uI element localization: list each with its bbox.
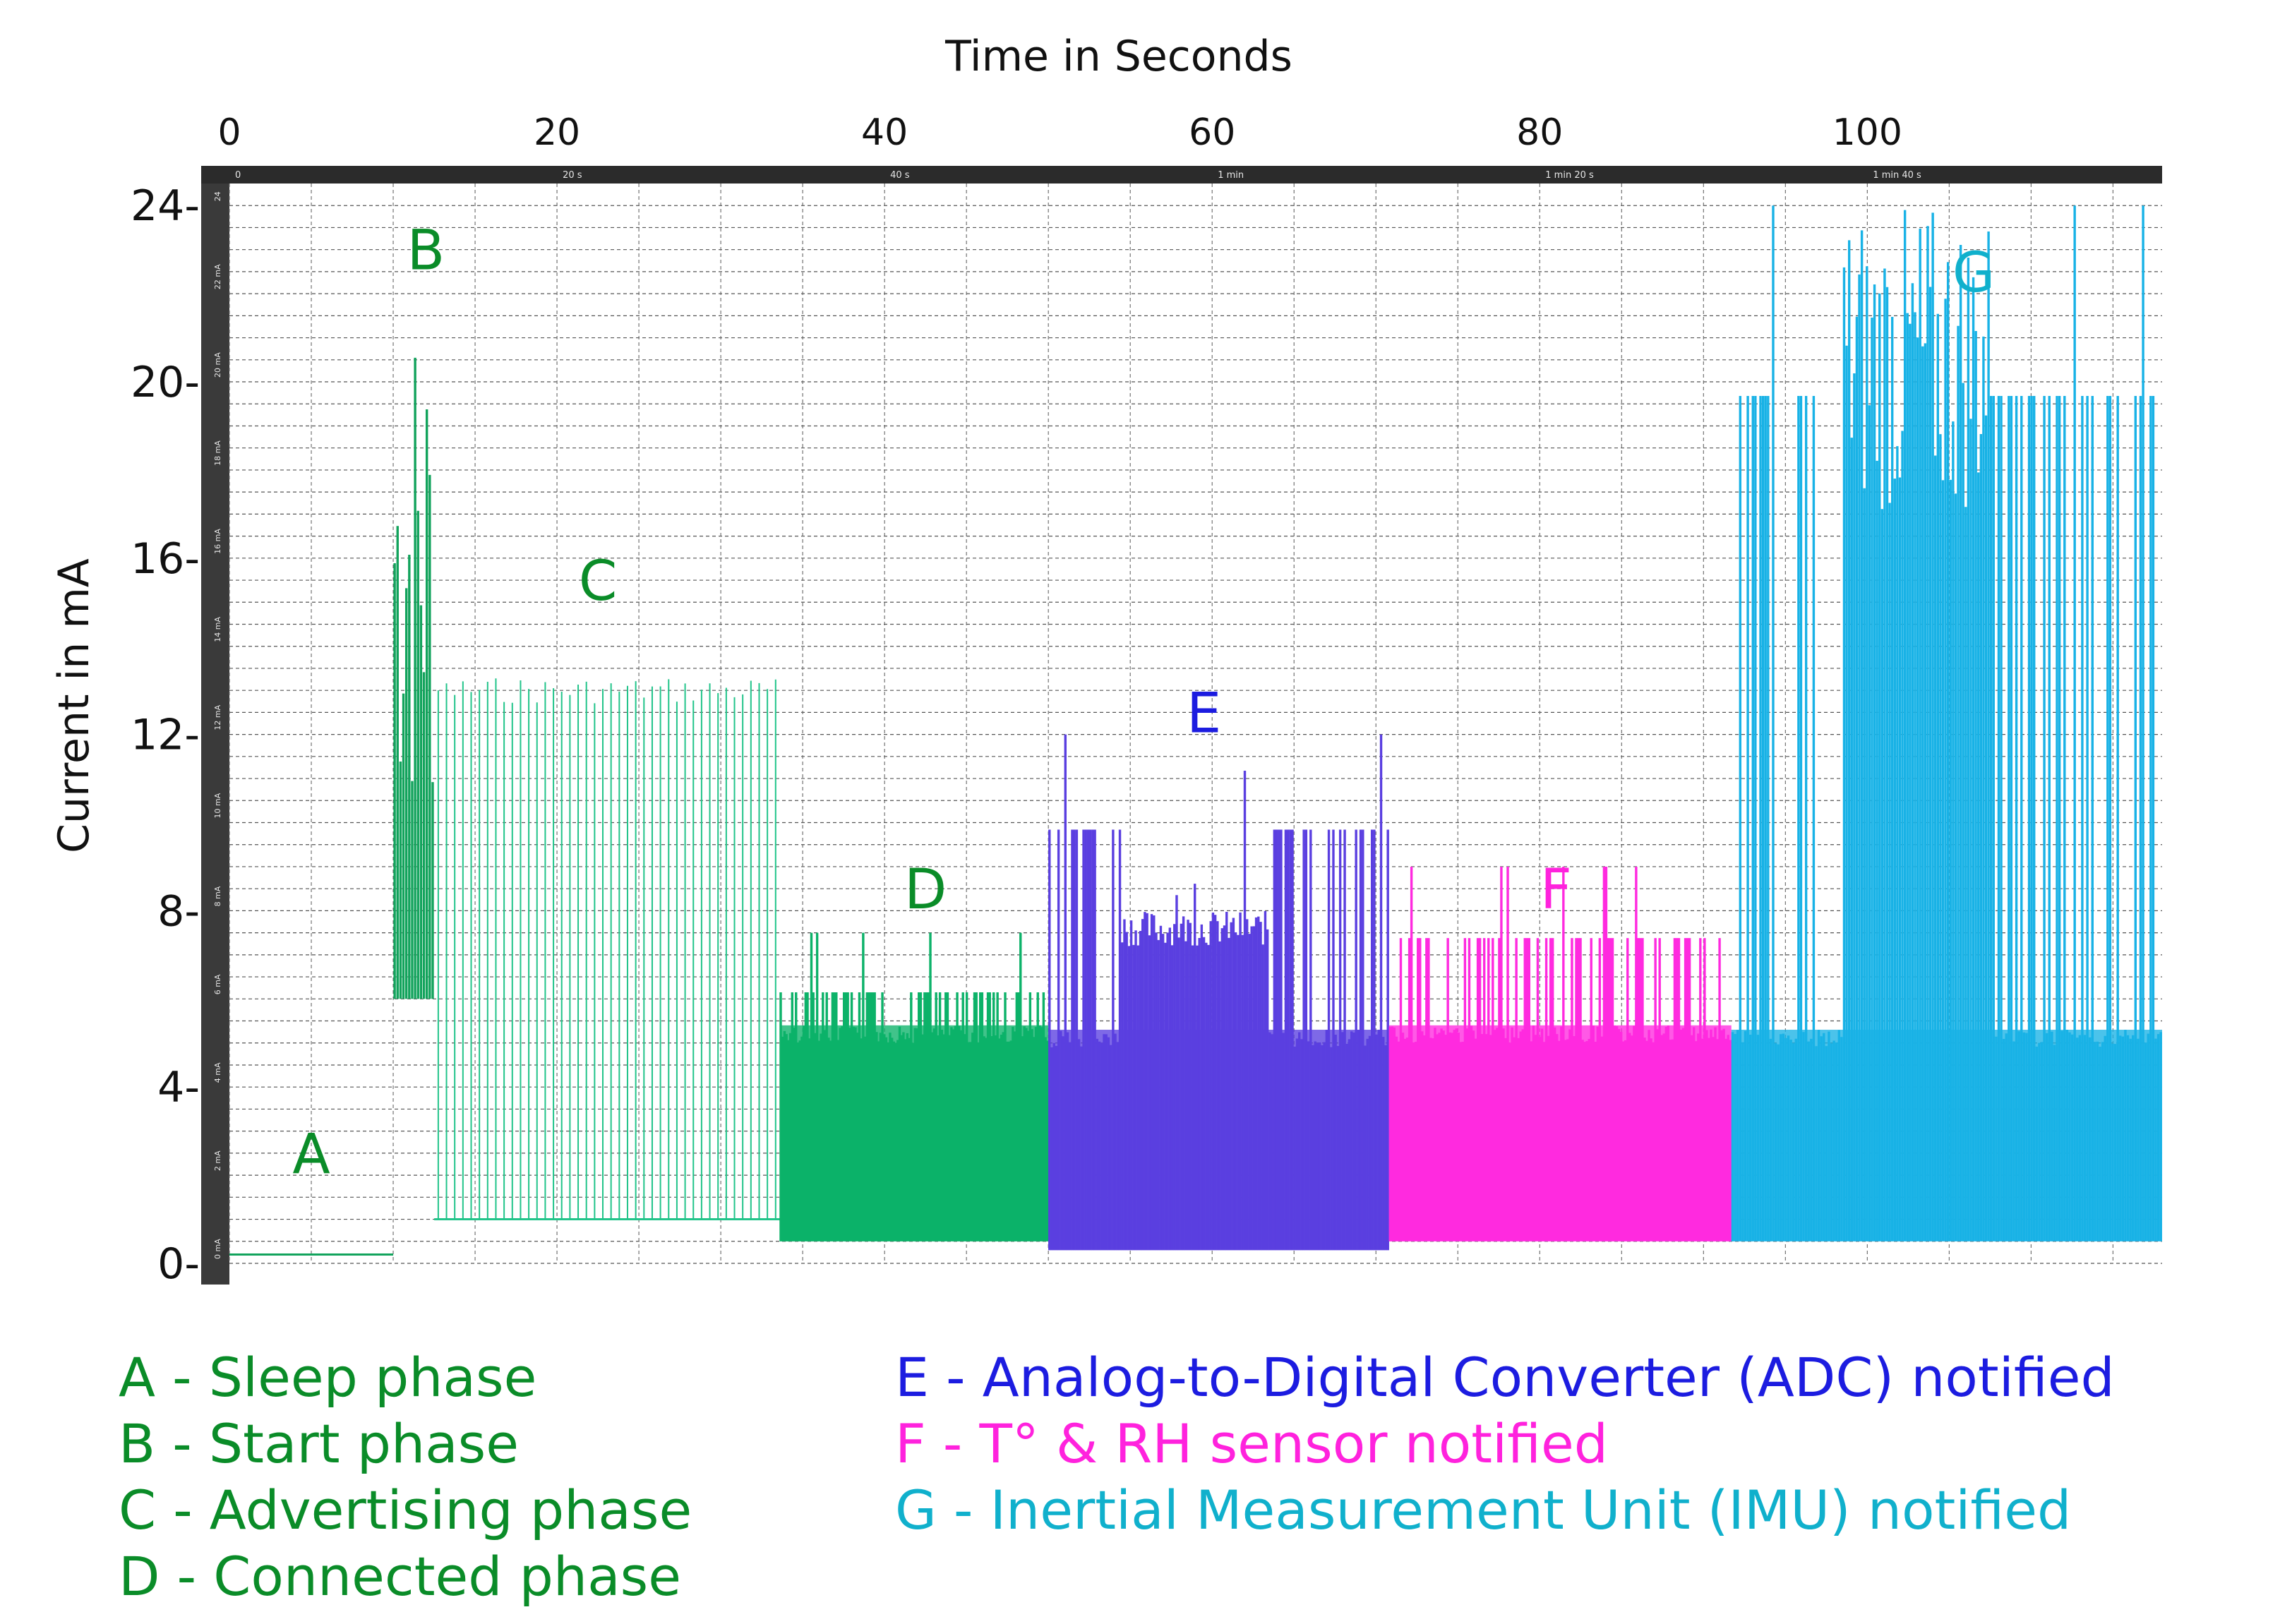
x-tick-label: 40 — [861, 112, 908, 154]
recorder-time-label: 1 min 20 s — [1545, 170, 1594, 181]
trace-D — [779, 932, 1049, 1241]
trace-body — [1048, 1030, 1389, 1251]
recorder-current-label: 16 mA — [213, 529, 222, 554]
legend-entry: G - Inertial Measurement Unit (IMU) noti… — [895, 1479, 2072, 1541]
y-tick-label: 24- — [131, 181, 200, 231]
phase-label-D: D — [904, 858, 947, 922]
x-tick-label: 20 — [534, 112, 580, 154]
legend-entry: F - T° & RH sensor notified — [895, 1412, 1609, 1475]
recorder-current-label: 22 mA — [213, 264, 222, 289]
trace-G — [1731, 205, 2162, 1241]
recorder-current-ruler — [201, 184, 229, 1285]
phase-label-F: F — [1540, 858, 1572, 922]
y-tick-label: 8- — [157, 886, 200, 936]
recorder-time-label: 40 s — [890, 170, 910, 181]
legend-right: E - Analog-to-Digital Converter (ADC) no… — [895, 1345, 2115, 1544]
y-tick-labels: 0- 4- 8- 12- 16- 20- 24- — [131, 181, 200, 1289]
recorder-current-label: 4 mA — [213, 1062, 222, 1083]
recorder-time-label: 1 min — [1218, 170, 1244, 181]
x-tick-label: 80 — [1516, 112, 1563, 154]
y-tick-label: 16- — [131, 534, 200, 584]
legend-entry: B - Start phase — [119, 1412, 520, 1475]
trace-B — [393, 357, 434, 999]
phase-label-A: A — [292, 1123, 330, 1186]
phase-label-E: E — [1187, 682, 1221, 745]
recorder-time-label: 20 s — [563, 170, 582, 181]
legend-entry: E - Analog-to-Digital Converter (ADC) no… — [895, 1346, 2115, 1409]
trace-body — [779, 1025, 1049, 1241]
x-tick-label: 60 — [1189, 112, 1235, 154]
recorder-time-label: 1 min 40 s — [1873, 170, 1921, 181]
recorder-current-label: 10 mA — [213, 793, 222, 818]
x-tick-label: 0 — [217, 112, 241, 154]
recorder-current-label: 18 mA — [213, 440, 222, 466]
recorder-time-labels: 0 20 s 40 s 1 min 1 min 20 s 1 min 40 s — [235, 170, 1921, 181]
y-tick-label: 4- — [157, 1063, 200, 1112]
recorder-time-label: 0 — [235, 170, 241, 181]
legend-left: A - Sleep phase B - Start phase C - Advert… — [119, 1345, 692, 1610]
trace-F — [1388, 866, 1732, 1241]
recorder-time-ruler — [201, 166, 2162, 184]
recorder-current-label: 0 mA — [213, 1239, 222, 1259]
recorder-current-label: 24 — [213, 191, 222, 201]
recorder-current-labels: 0 mA 2 mA 4 mA 6 mA 8 mA 10 mA 12 mA 14 mA 16 mA… — [213, 191, 222, 1259]
recorder-current-label: 14 mA — [213, 617, 222, 642]
recorder-current-label: 8 mA — [213, 886, 222, 906]
x-tick-label: 100 — [1832, 112, 1902, 154]
x-tick-labels: 0 20 40 60 80 100 — [217, 112, 1902, 154]
recorder-current-label: 12 mA — [213, 704, 222, 730]
trace-E — [1048, 734, 1389, 1251]
trace-body — [1731, 1030, 2162, 1241]
y-tick-label: 20- — [131, 358, 200, 407]
legend-entry: D - Connected phase — [119, 1545, 681, 1608]
traces — [229, 205, 2162, 1256]
y-tick-label: 12- — [131, 711, 200, 760]
y-tick-label: 0- — [157, 1239, 200, 1289]
recorder-current-label: 2 mA — [213, 1150, 222, 1171]
phase-labels: A B C D E F G — [292, 219, 1995, 1186]
trace-C — [434, 678, 780, 1221]
legend-entry: A - Sleep phase — [119, 1346, 537, 1409]
phase-label-C: C — [579, 550, 617, 613]
y-axis-title: Current in mA — [49, 558, 99, 853]
x-axis-title: Time in Seconds — [944, 32, 1292, 81]
legend-entry: C - Advertising phase — [119, 1479, 692, 1541]
recorder-current-label: 6 mA — [213, 974, 222, 994]
phase-label-B: B — [407, 219, 445, 283]
trace-body — [1388, 1025, 1732, 1241]
recorder-current-label: 20 mA — [213, 352, 222, 378]
phase-label-G: G — [1952, 241, 1995, 305]
